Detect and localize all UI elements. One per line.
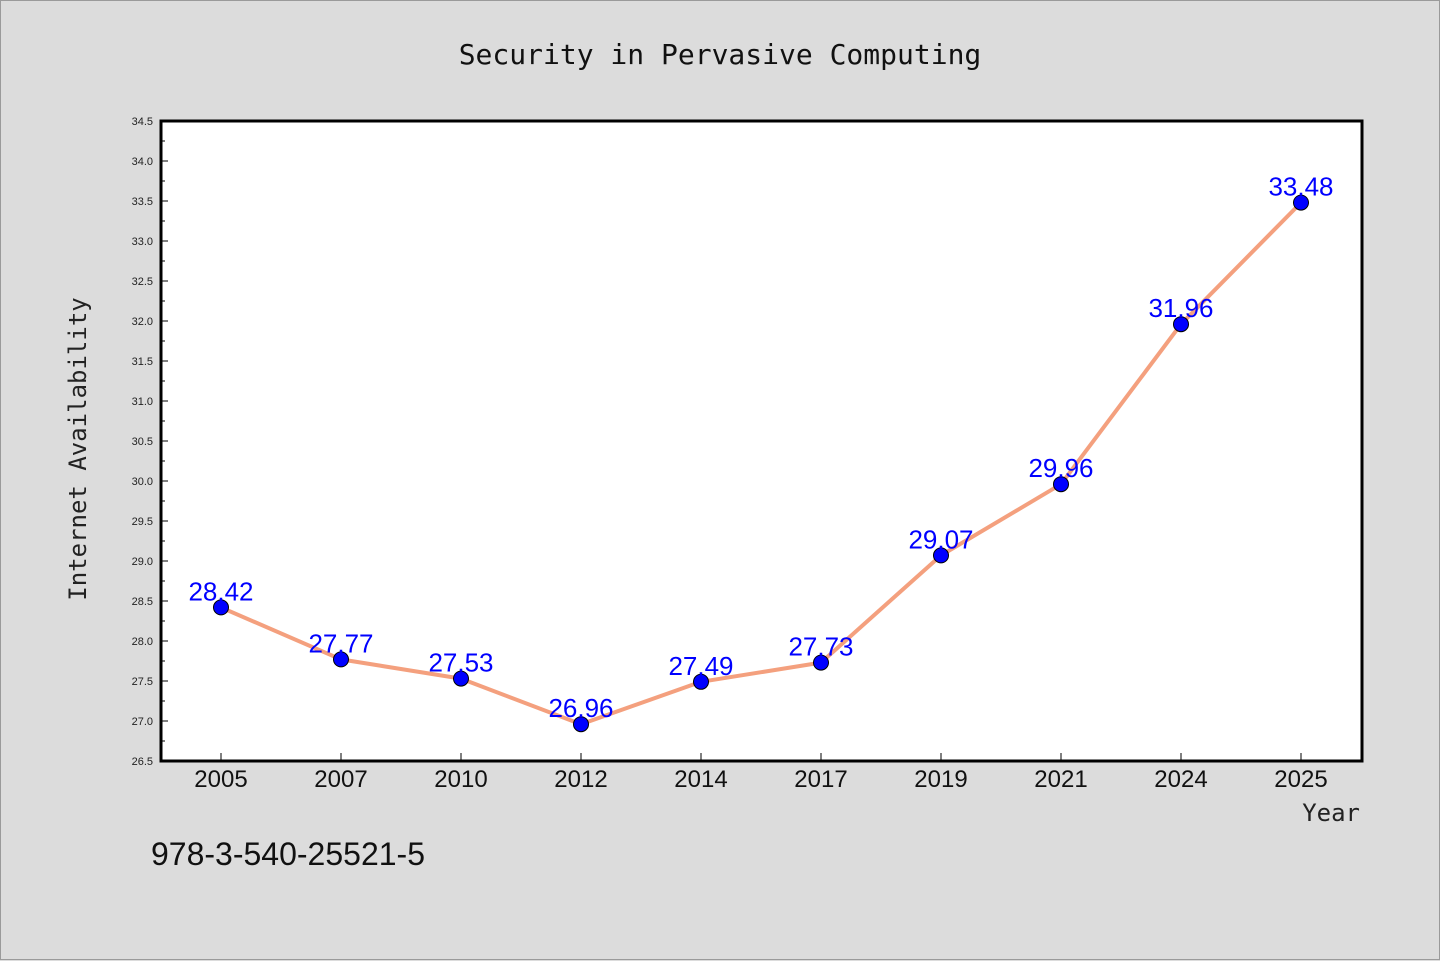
y-tick-label: 31.0 — [132, 396, 153, 408]
x-axis: 2005 2007 2010 2012 2014 2017 2019 2021 2024 2025 — [194, 753, 1328, 793]
data-label: 27.49 — [668, 651, 733, 681]
y-tick-label: 31.5 — [132, 356, 153, 368]
x-tick-label: 2025 — [1274, 766, 1327, 793]
chart-title: Security in Pervasive Computing — [459, 38, 982, 71]
y-tick-label: 29.5 — [132, 516, 153, 528]
data-label: 29.07 — [908, 524, 973, 554]
x-tick-label: 2005 — [194, 766, 247, 793]
data-point — [693, 673, 709, 690]
x-tick-label: 2024 — [1154, 766, 1207, 793]
data-point — [1293, 194, 1309, 211]
x-tick-label: 2007 — [314, 766, 367, 793]
x-tick-label: 2010 — [434, 766, 487, 793]
data-label: 31.96 — [1148, 293, 1213, 323]
y-tick-label: 28.0 — [132, 636, 153, 648]
x-tick-label: 2019 — [914, 766, 967, 793]
data-label: 27.77 — [308, 628, 373, 658]
data-label: 27.53 — [428, 648, 493, 678]
y-tick-label: 29.0 — [132, 556, 153, 568]
y-tick-label: 33.0 — [132, 236, 153, 248]
x-tick-label: 2014 — [674, 766, 727, 793]
x-tick-label: 2017 — [794, 766, 847, 793]
data-label: 29.96 — [1028, 453, 1093, 483]
data-label: 28.42 — [188, 576, 253, 606]
y-tick-label: 32.5 — [132, 276, 153, 288]
series-layer — [213, 194, 1309, 733]
data-point — [573, 716, 589, 733]
x-axis-label: Year — [1302, 799, 1360, 827]
y-tick-label: 30.0 — [132, 476, 153, 488]
plot-area — [159, 119, 1364, 763]
y-axis: 26.5 27.0 27.5 28.0 28.5 29.0 29.5 30.0 30.5 31.0… — [132, 116, 168, 768]
x-tick-label: 2021 — [1034, 766, 1087, 793]
data-point — [813, 654, 829, 671]
y-tick-label: 30.5 — [132, 436, 153, 448]
isbn-text: 978-3-540-25521-5 — [151, 836, 425, 872]
data-point — [453, 670, 469, 687]
data-point — [1053, 476, 1069, 493]
y-axis-label: Internet Availability — [64, 297, 92, 600]
data-point — [333, 651, 349, 668]
y-tick-label: 32.0 — [132, 316, 153, 328]
data-point — [1173, 316, 1189, 333]
data-label: 26.96 — [548, 693, 613, 723]
series-line — [219, 200, 1303, 727]
y-tick-label: 27.0 — [132, 716, 153, 728]
data-point — [213, 599, 229, 616]
data-label: 33.48 — [1268, 172, 1333, 202]
y-tick-label: 33.5 — [132, 196, 153, 208]
y-tick-label: 28.5 — [132, 596, 153, 608]
y-tick-label: 34.0 — [132, 156, 153, 168]
data-label: 27.73 — [788, 632, 853, 662]
x-tick-label: 2012 — [554, 766, 607, 793]
y-tick-label: 34.5 — [132, 116, 153, 128]
y-tick-label: 27.5 — [132, 676, 153, 688]
data-labels: 28.42 27.77 27.53 26.96 27.49 27.73 29.07 29.96… — [188, 172, 1333, 724]
data-point — [933, 547, 949, 564]
y-tick-label: 26.5 — [132, 756, 153, 768]
